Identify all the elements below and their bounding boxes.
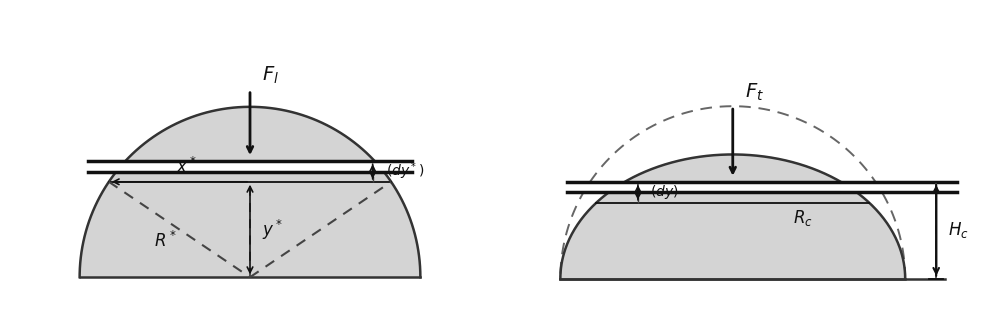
Text: $x^*$: $x^*$	[176, 156, 197, 177]
Text: $y^*$: $y^*$	[262, 217, 283, 241]
Polygon shape	[88, 161, 412, 171]
Text: $H_c$: $H_c$	[948, 220, 969, 240]
Text: $R_c$: $R_c$	[793, 208, 813, 228]
Text: $(dy^*)$: $(dy^*)$	[386, 161, 425, 182]
Text: $R^*$: $R^*$	[154, 231, 177, 251]
Text: $F_l$: $F_l$	[262, 65, 279, 86]
Text: $(dy)$: $(dy)$	[650, 183, 679, 201]
Polygon shape	[567, 182, 957, 192]
Text: $F_t$: $F_t$	[745, 82, 764, 103]
Polygon shape	[560, 154, 905, 279]
Polygon shape	[80, 107, 420, 277]
